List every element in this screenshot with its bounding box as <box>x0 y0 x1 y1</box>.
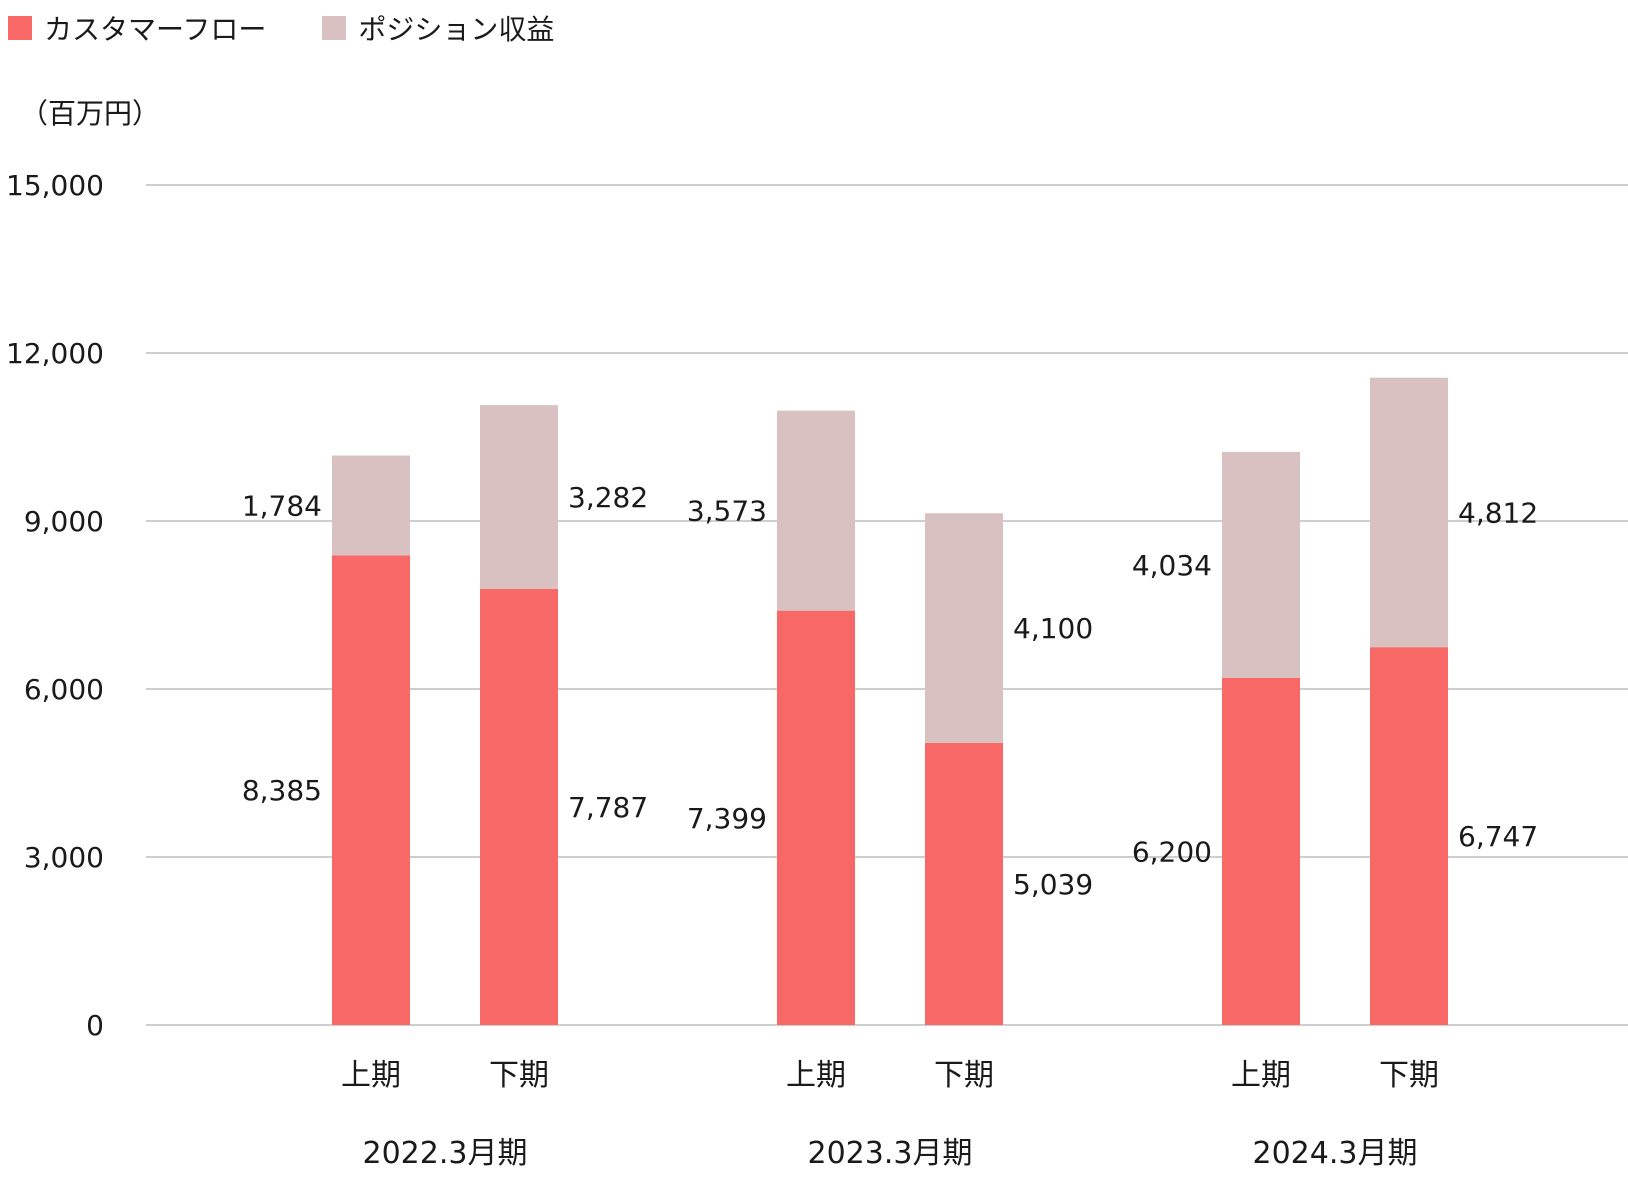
x-category-label: 下期 <box>1379 1058 1439 1093</box>
y-tick-label: 15,000 <box>6 169 104 202</box>
data-label-customer-flow: 5,039 <box>1013 868 1093 901</box>
bar-customer-flow <box>1370 647 1448 1025</box>
legend-item-position-revenue: ポジション収益 <box>322 8 554 48</box>
bar-customer-flow <box>1222 677 1300 1025</box>
data-label-position-revenue: 1,784 <box>242 489 322 522</box>
data-label-customer-flow: 8,385 <box>242 774 322 807</box>
y-axis-unit-label: （百万円） <box>20 97 161 130</box>
y-tick-label: 9,000 <box>24 505 104 538</box>
data-label-position-revenue: 4,034 <box>1132 549 1212 582</box>
data-label-customer-flow: 6,747 <box>1458 820 1538 853</box>
bar-customer-flow <box>480 588 558 1025</box>
bar-position-revenue <box>925 513 1003 743</box>
x-category-label: 下期 <box>934 1058 994 1093</box>
data-label-position-revenue: 4,812 <box>1458 496 1538 529</box>
data-label-customer-flow: 7,787 <box>568 791 648 824</box>
data-label-position-revenue: 4,100 <box>1013 612 1093 645</box>
legend-item-customer-flow: カスタマーフロー <box>8 8 266 48</box>
data-label-position-revenue: 3,573 <box>687 495 767 528</box>
y-tick-label: 3,000 <box>24 841 104 874</box>
data-label-customer-flow: 7,399 <box>687 802 767 835</box>
x-group-label: 2024.3月期 <box>1253 1136 1418 1171</box>
legend-swatch-customer-flow <box>8 16 32 40</box>
bar-position-revenue <box>480 405 558 589</box>
x-category-label: 上期 <box>341 1058 401 1093</box>
legend-label-position-revenue: ポジション収益 <box>358 13 555 46</box>
bar-position-revenue <box>1370 377 1448 648</box>
legend: カスタマーフロー ポジション収益 <box>8 8 610 48</box>
legend-label-customer-flow: カスタマーフロー <box>44 13 267 46</box>
legend-swatch-position-revenue <box>322 16 347 40</box>
y-tick-label: 12,000 <box>6 337 104 370</box>
x-category-label: 上期 <box>1231 1058 1291 1093</box>
data-label-customer-flow: 6,200 <box>1132 835 1212 868</box>
x-category-label: 上期 <box>786 1058 846 1093</box>
bar-customer-flow <box>925 742 1003 1025</box>
x-group-label: 2023.3月期 <box>808 1136 973 1171</box>
y-tick-label: 0 <box>86 1009 104 1042</box>
data-label-position-revenue: 3,282 <box>568 481 648 514</box>
x-group-label: 2022.3月期 <box>363 1136 528 1171</box>
bar-customer-flow <box>777 610 855 1025</box>
bar-position-revenue <box>1222 451 1300 678</box>
y-tick-label: 6,000 <box>24 673 104 706</box>
bar-customer-flow <box>332 555 410 1025</box>
bar-position-revenue <box>777 410 855 611</box>
bar-position-revenue <box>332 455 410 556</box>
x-category-label: 下期 <box>489 1058 549 1093</box>
